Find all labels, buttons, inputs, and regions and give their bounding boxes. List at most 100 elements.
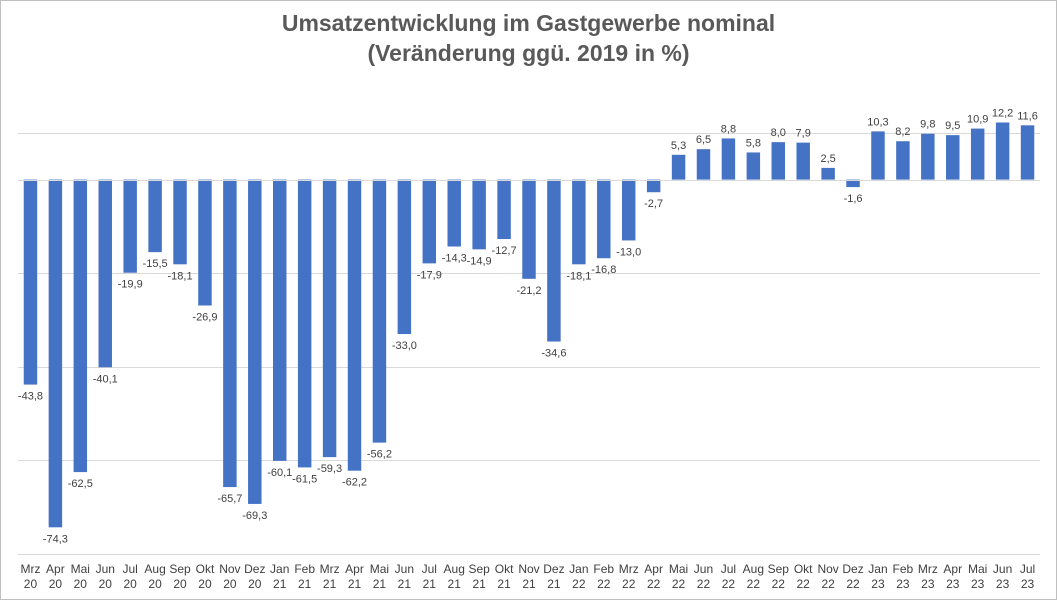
bar bbox=[646, 179, 661, 193]
data-label: 5,8 bbox=[746, 137, 761, 149]
bar bbox=[23, 179, 38, 385]
x-tick-month: Okt bbox=[196, 562, 215, 576]
x-tick-month: Jun bbox=[395, 562, 414, 576]
bar bbox=[921, 133, 935, 180]
x-tick-year: 21 bbox=[298, 577, 312, 591]
bar bbox=[846, 179, 860, 188]
x-tick-year: 20 bbox=[148, 577, 162, 591]
bar bbox=[148, 179, 162, 253]
x-tick-year: 21 bbox=[373, 577, 387, 591]
x-tick-month: Nov bbox=[219, 562, 240, 576]
x-tick-year: 22 bbox=[722, 577, 736, 591]
data-label: -34,6 bbox=[541, 348, 566, 360]
x-tick-month: Apr bbox=[943, 562, 962, 576]
bar bbox=[273, 179, 287, 461]
bar bbox=[48, 179, 63, 528]
bar bbox=[347, 179, 362, 471]
x-tick-month: Feb bbox=[294, 562, 315, 576]
data-label: -43,8 bbox=[18, 391, 43, 403]
x-tick-year: 23 bbox=[946, 577, 960, 591]
bar bbox=[821, 167, 835, 180]
bar bbox=[721, 138, 736, 180]
data-label: 6,5 bbox=[696, 134, 711, 146]
data-label: -59,3 bbox=[317, 463, 342, 475]
bar bbox=[223, 179, 237, 488]
bar bbox=[322, 179, 337, 458]
data-label: -17,9 bbox=[417, 269, 442, 281]
bar bbox=[696, 149, 711, 180]
data-label: -14,3 bbox=[442, 253, 467, 265]
x-tick-year: 23 bbox=[871, 577, 885, 591]
x-tick-month: Apr bbox=[46, 562, 65, 576]
data-label: -1,6 bbox=[844, 193, 863, 205]
data-label: 8,2 bbox=[895, 126, 910, 138]
bar bbox=[871, 131, 885, 180]
data-label: -18,1 bbox=[167, 270, 192, 282]
x-tick-month: Okt bbox=[794, 562, 813, 576]
x-tick-month: Jun bbox=[993, 562, 1012, 576]
bar bbox=[98, 179, 112, 368]
x-tick-year: 22 bbox=[622, 577, 636, 591]
data-label: -14,9 bbox=[467, 255, 492, 267]
data-label: -65,7 bbox=[217, 493, 242, 505]
x-tick-month: Mai bbox=[669, 562, 688, 576]
x-tick-month: Jan bbox=[868, 562, 887, 576]
bar bbox=[946, 135, 960, 180]
x-tick-month: Feb bbox=[593, 562, 614, 576]
chart-subtitle: (Veränderung ggü. 2019 in %) bbox=[367, 40, 690, 66]
x-tick-year: 22 bbox=[846, 577, 860, 591]
x-tick-year: 22 bbox=[597, 577, 611, 591]
x-tick-year: 21 bbox=[273, 577, 287, 591]
bar bbox=[970, 128, 985, 180]
x-tick-year: 23 bbox=[971, 577, 985, 591]
data-label: 9,8 bbox=[920, 119, 935, 131]
data-label: -21,2 bbox=[516, 285, 541, 297]
bar bbox=[771, 142, 785, 180]
data-label: 8,0 bbox=[771, 127, 786, 139]
bar bbox=[597, 179, 611, 259]
data-label: 7,9 bbox=[796, 128, 811, 140]
x-tick-month: Sep bbox=[169, 562, 191, 576]
x-tick-month: Okt bbox=[495, 562, 514, 576]
data-label: -13,0 bbox=[616, 246, 641, 258]
x-tick-year: 21 bbox=[497, 577, 511, 591]
x-tick-month: Jul bbox=[422, 562, 437, 576]
x-tick-year: 22 bbox=[572, 577, 586, 591]
data-label: -12,7 bbox=[492, 245, 517, 257]
bar bbox=[497, 179, 511, 240]
x-tick-year: 20 bbox=[123, 577, 137, 591]
x-tick-year: 21 bbox=[323, 577, 337, 591]
chart-title-block: Umsatzentwicklung im Gastgewerbe nominal… bbox=[0, 8, 1057, 68]
data-label: -62,5 bbox=[68, 478, 93, 490]
bar bbox=[746, 152, 761, 180]
data-label: -18,1 bbox=[566, 270, 591, 282]
data-label: -19,9 bbox=[118, 279, 143, 291]
data-label: 10,9 bbox=[967, 114, 988, 126]
x-tick-month: Dez bbox=[244, 562, 265, 576]
x-tick-year: 21 bbox=[398, 577, 412, 591]
x-tick-month: Feb bbox=[893, 562, 914, 576]
x-tick-year: 21 bbox=[423, 577, 437, 591]
x-tick-year: 20 bbox=[99, 577, 113, 591]
bar bbox=[248, 179, 262, 504]
data-label: 9,5 bbox=[945, 120, 960, 132]
x-tick-year: 20 bbox=[74, 577, 88, 591]
x-tick-year: 23 bbox=[996, 577, 1010, 591]
data-label: -16,8 bbox=[591, 264, 616, 276]
x-tick-month: Mrz bbox=[918, 562, 938, 576]
x-tick-month: Dez bbox=[842, 562, 863, 576]
x-tick-year: 23 bbox=[921, 577, 935, 591]
bar bbox=[73, 179, 88, 473]
bar bbox=[621, 179, 636, 241]
x-tick-year: 22 bbox=[747, 577, 761, 591]
bar bbox=[297, 179, 312, 468]
bar bbox=[896, 141, 910, 180]
x-tick-year: 21 bbox=[547, 577, 561, 591]
x-tick-month: Aug bbox=[144, 562, 165, 576]
x-tick-month: Apr bbox=[644, 562, 663, 576]
data-label: 12,2 bbox=[992, 108, 1013, 120]
data-label: -26,9 bbox=[192, 311, 217, 323]
bar bbox=[173, 179, 187, 265]
